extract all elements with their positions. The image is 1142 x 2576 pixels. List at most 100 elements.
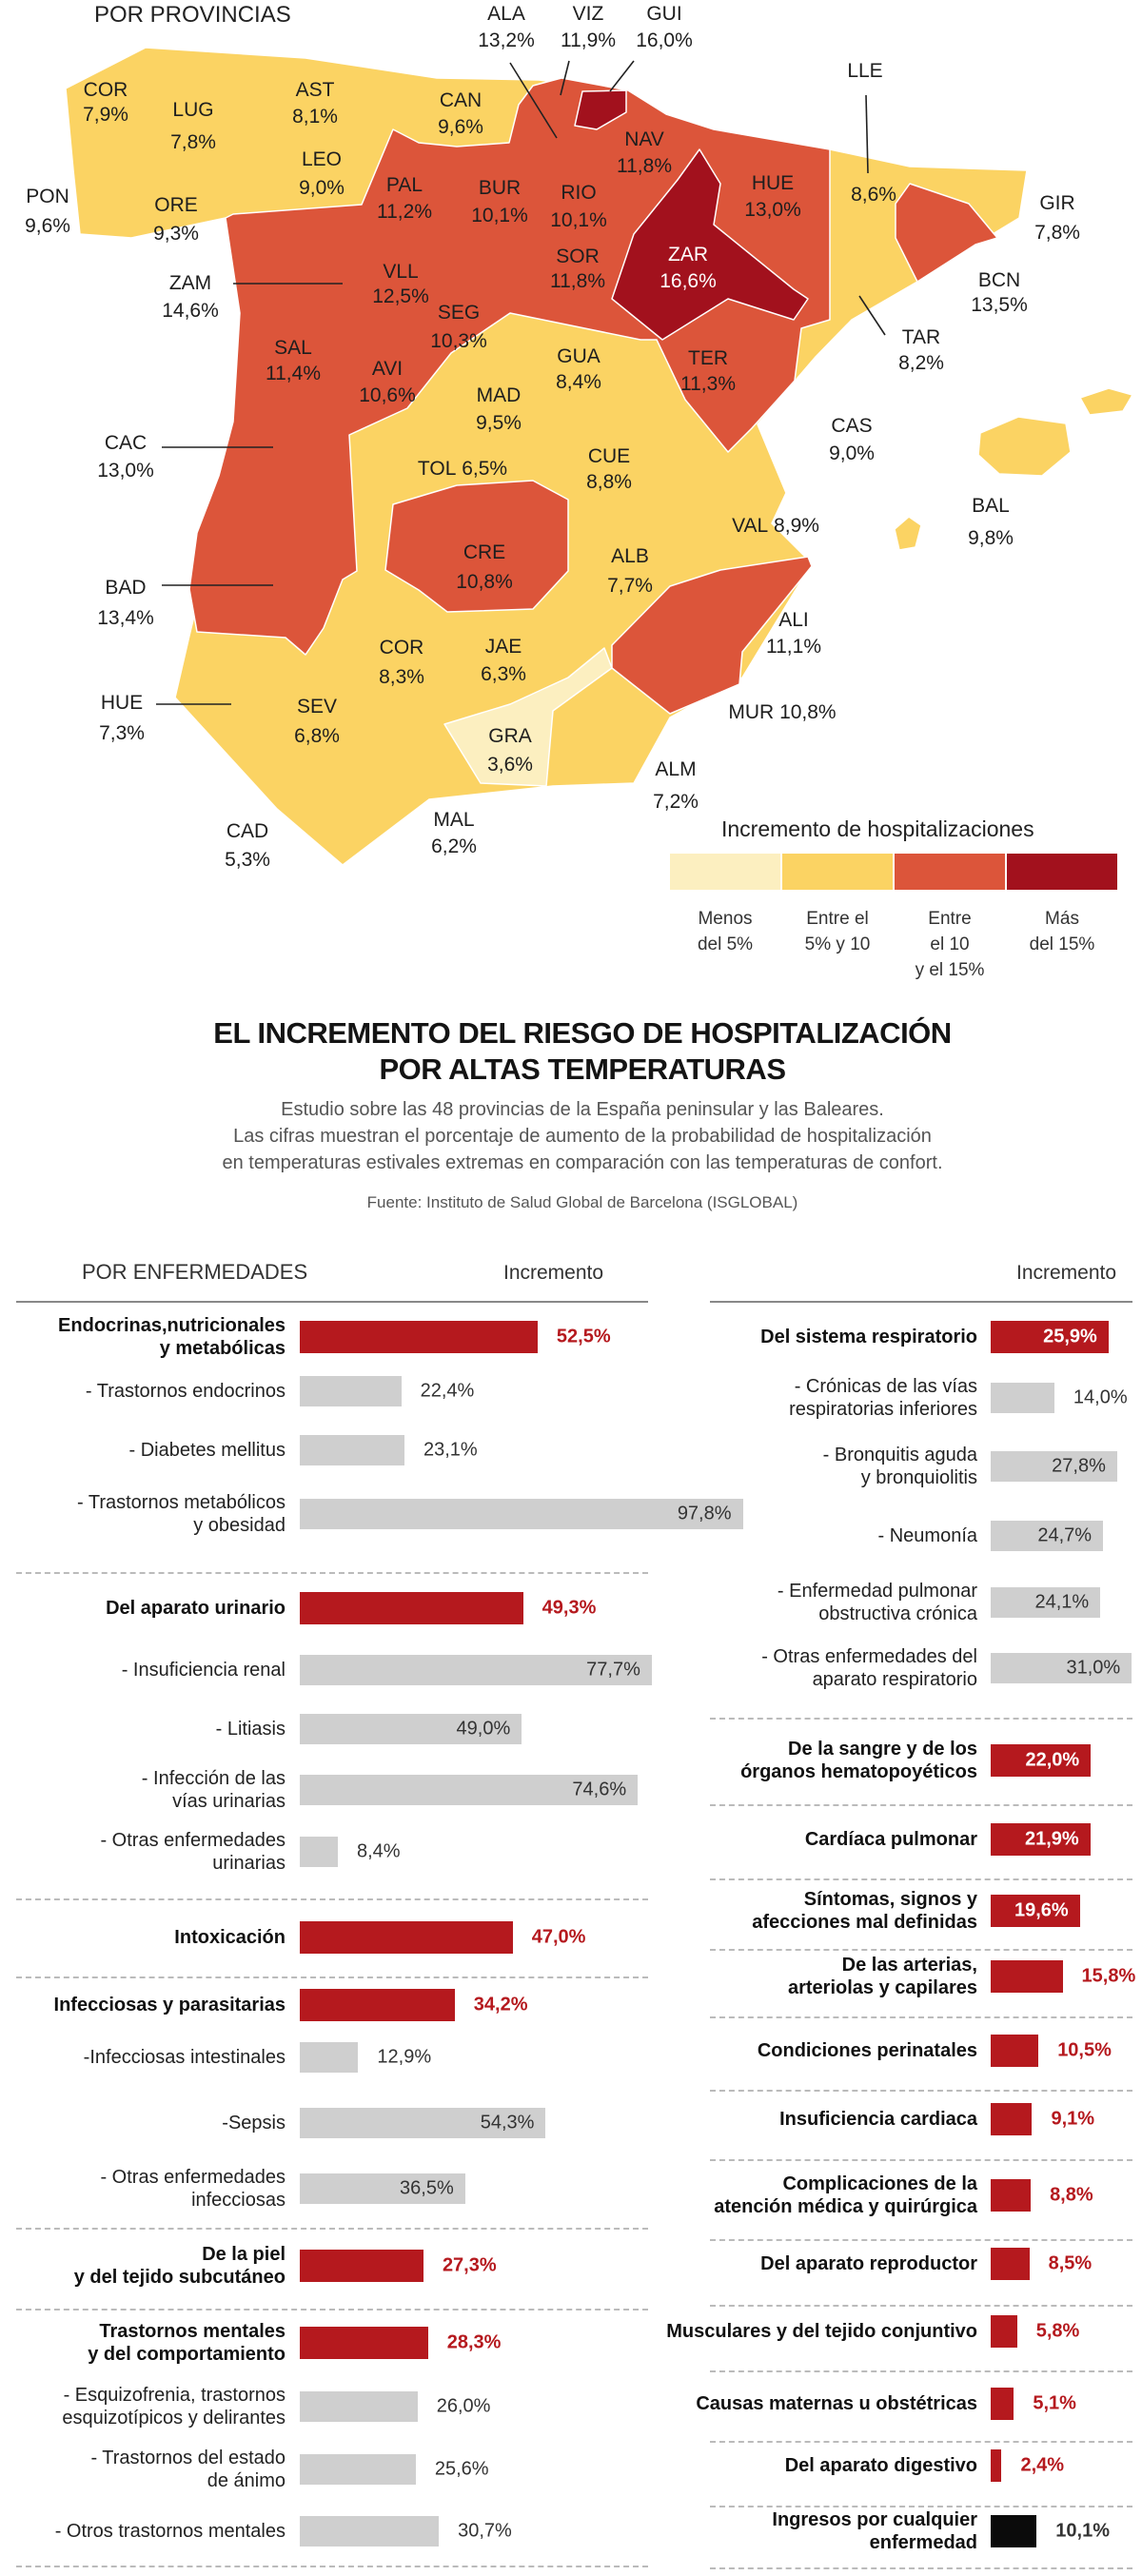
province-code: HUE — [100, 692, 144, 714]
province-code: COR — [83, 79, 128, 101]
bar-label: Musculares y del tejido conjuntivo — [666, 2321, 977, 2342]
bar-value: 12,9% — [377, 2046, 432, 2068]
province-value: 10,8% — [456, 571, 513, 593]
spain-province-map — [65, 47, 1133, 866]
bar-sub — [300, 2042, 359, 2073]
province-code: CAS — [831, 415, 873, 437]
bar-value: 14,0% — [1073, 1386, 1128, 1408]
bar-label: - Esquizofrenia, trastornos esquizotípic… — [62, 2385, 286, 2429]
province-code: ORE — [154, 194, 198, 216]
province-code: GUI — [646, 3, 682, 25]
province-code: CUE — [587, 445, 631, 467]
province-value: 10,3% — [430, 330, 487, 352]
legend-label: Entre el 10 y el 15% — [915, 909, 985, 980]
bar-value: 22,0% — [1025, 1749, 1080, 1771]
bar-label: Del aparato urinario — [106, 1598, 286, 1619]
bar-label: - Otros trastornos mentales — [54, 2521, 286, 2542]
province-code: ALA — [487, 3, 525, 25]
bar-main — [300, 1321, 538, 1353]
bar-value: 27,8% — [1052, 1455, 1106, 1477]
bar-value: 15,8% — [1081, 1965, 1136, 1987]
bar-value: 5,8% — [1035, 2320, 1080, 2342]
province-gra — [443, 647, 613, 787]
bar-main — [991, 1823, 1091, 1856]
province-value: 6,3% — [481, 663, 526, 685]
province-value: 7,8% — [170, 131, 216, 153]
bar-label: De las arterias, arteriolas y capilares — [787, 1955, 977, 1998]
province-mur-ali — [611, 556, 813, 715]
bar-value: 77,7% — [586, 1659, 640, 1681]
ibiza-region — [894, 516, 922, 551]
map-heading: POR PROVINCIAS — [94, 2, 291, 28]
bar-value: 22,4% — [420, 1380, 475, 1402]
group-separator — [710, 1718, 1132, 1720]
bar-value: 28,3% — [446, 2331, 502, 2353]
bar-sub — [991, 1653, 1132, 1683]
province-value: 9,5% — [476, 412, 522, 434]
bar-value: 21,9% — [1024, 1828, 1079, 1850]
province-value: 11,3% — [680, 373, 736, 395]
bar-label: - Insuficiencia renal — [121, 1660, 286, 1681]
group-separator — [710, 1878, 1132, 1880]
bar-sub — [991, 1587, 1101, 1618]
province-value: 11,1% — [766, 636, 821, 658]
bar-label: Del aparato reproductor — [760, 2253, 977, 2274]
bar-value: 10,1% — [1055, 2520, 1110, 2542]
province-code: SEG — [437, 302, 481, 324]
bar-value: 27,3% — [442, 2254, 497, 2276]
province-value: 9,6% — [438, 116, 483, 138]
bar-label: - Infección de las vías urinarias — [141, 1768, 286, 1812]
province-code: ALB — [611, 545, 649, 567]
bar-label: Del aparato digestivo — [784, 2455, 977, 2476]
group-separator — [16, 2309, 648, 2311]
bar-main — [300, 1592, 523, 1624]
province-value: 14,6% — [162, 300, 219, 322]
bar-label: - Crónicas de las vías respiratorias inf… — [789, 1376, 977, 1420]
bar-sub — [991, 1451, 1117, 1482]
bar-value: 47,0% — [531, 1926, 586, 1948]
province-value: 7,7% — [607, 575, 653, 597]
province-value: 3,6% — [487, 754, 533, 776]
bar-value: 54,3% — [480, 2112, 535, 2134]
bar-label: De la piel y del tejido subcutáneo — [73, 2244, 286, 2288]
province-code: TAR — [901, 326, 941, 348]
bar-sub — [300, 1714, 522, 1744]
bar-total — [991, 2515, 1037, 2547]
bar-label: De la sangre y de los órganos hematopoyé… — [740, 1739, 977, 1782]
bar-label: Infecciosas y parasitarias — [53, 1995, 286, 2016]
bar-main — [991, 2179, 1032, 2212]
legend-title: Incremento de hospitalizaciones — [721, 816, 1034, 841]
province-code: CAN — [439, 89, 482, 111]
bar-label: Del sistema respiratorio — [760, 1327, 977, 1347]
bar-value: 24,1% — [1034, 1591, 1090, 1613]
bar-main — [991, 1321, 1109, 1353]
bar-label: Causas maternas u obstétricas — [696, 2393, 977, 2414]
province-value: 11,8% — [550, 270, 605, 292]
province-code: GRA — [488, 725, 532, 747]
bar-label: - Diabetes mellitus — [128, 1440, 286, 1461]
province-code: CAC — [104, 432, 148, 454]
bar-label: - Litiasis — [215, 1719, 286, 1740]
province-value: 8,1% — [292, 106, 338, 128]
province-value: 11,8% — [617, 155, 672, 177]
bar-label: -Infecciosas intestinales — [83, 2047, 286, 2068]
province-value: 10,8% — [779, 701, 837, 723]
bar-value: 8,5% — [1048, 2252, 1093, 2274]
bar-value: 74,6% — [572, 1779, 627, 1800]
province-code: TER — [688, 347, 728, 369]
group-separator — [710, 2441, 1132, 2443]
province-code: ALM — [655, 758, 697, 780]
bar-sub — [300, 1655, 652, 1685]
province-code: LLE — [847, 60, 883, 82]
province-code: VAL — [732, 515, 769, 537]
bar-value: 34,2% — [473, 1994, 528, 2016]
province-code: ZAM — [168, 272, 212, 294]
province-value: 13,0% — [744, 199, 801, 221]
province-value: 16,0% — [636, 29, 693, 51]
bar-sub — [300, 1837, 338, 1867]
bar-value: 2,4% — [1020, 2454, 1065, 2476]
province-code: ALI — [778, 609, 809, 631]
group-separator — [710, 2090, 1132, 2092]
province-code: MUR — [728, 701, 775, 723]
bar-sub — [300, 2516, 440, 2547]
